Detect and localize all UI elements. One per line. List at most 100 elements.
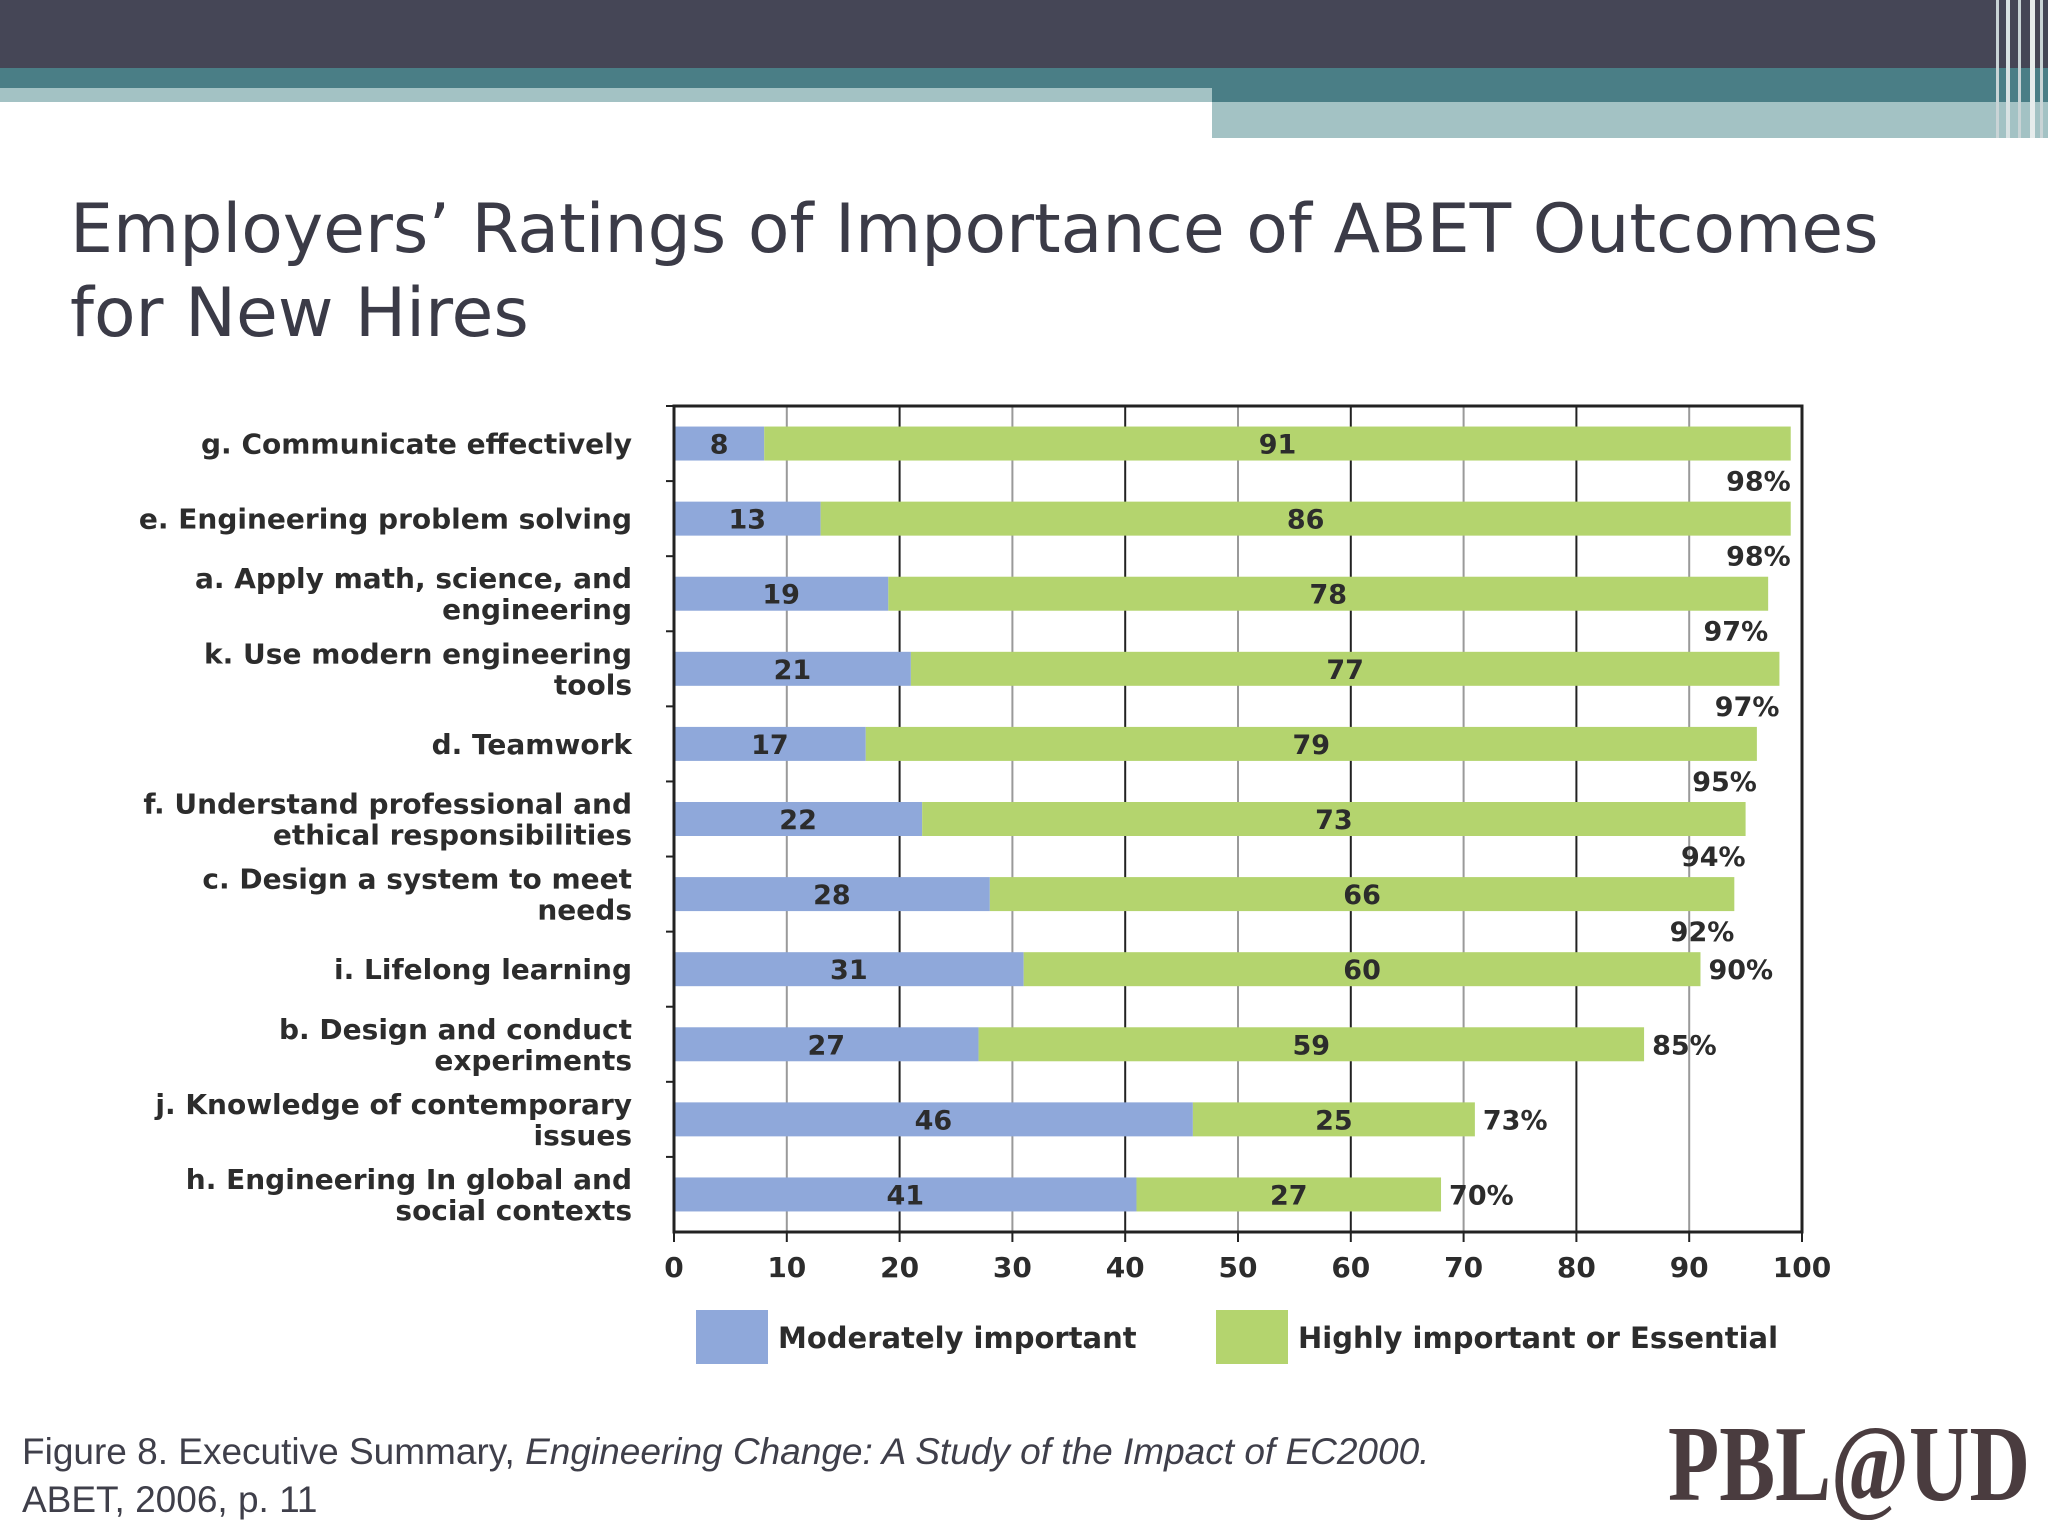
category-label: social contexts [395, 1194, 632, 1227]
bar-value-label: 59 [1293, 1030, 1331, 1061]
bar-value-label: 78 [1309, 580, 1347, 611]
caption-italic-title: Engineering Change: A Study of the Impac… [525, 1431, 1430, 1472]
category-label: engineering [442, 593, 632, 626]
x-tick-label: 80 [1557, 1251, 1596, 1284]
total-percent-label: 85% [1652, 1030, 1717, 1061]
pbl-ud-logo: PBL@UD [1668, 1405, 2030, 1520]
bar-highly [1023, 952, 1701, 987]
bar-highly [865, 726, 1757, 761]
total-percent-label: 90% [1708, 955, 1773, 986]
x-tick-label: 90 [1670, 1251, 1709, 1284]
bar-value-label: 66 [1343, 880, 1381, 911]
bar-highly [1192, 1102, 1475, 1137]
bar-value-label: 19 [762, 580, 800, 611]
total-percent-label: 98% [1726, 542, 1791, 573]
bar-highly [989, 877, 1735, 912]
bar-value-label: 91 [1259, 430, 1297, 461]
caption-prefix: Figure 8. Executive Summary, [22, 1431, 526, 1472]
bar-value-label: 21 [774, 655, 812, 686]
total-percent-label: 73% [1483, 1105, 1548, 1136]
bar-value-label: 79 [1293, 730, 1331, 761]
bar-moderately [674, 952, 1024, 987]
total-percent-label: 97% [1704, 617, 1769, 648]
bar-moderately [674, 426, 765, 461]
stacked-bar-chart: 8 91 98% g. Communicate effectively 13 86 98% e… [139, 404, 1831, 1364]
bar-highly [910, 651, 1780, 686]
bar-moderately [674, 1102, 1193, 1137]
category-label: k. Use modern engineering [204, 637, 632, 670]
x-tick-label: 40 [1106, 1251, 1145, 1284]
category-label: h. Engineering In global and [186, 1163, 632, 1196]
header-edge-lines [1996, 0, 2043, 138]
header-band-light-left [0, 88, 1212, 102]
category-label: a. Apply math, science, and [195, 562, 632, 595]
bar-value-label: 27 [1270, 1180, 1308, 1211]
category-label: i. Lifelong learning [334, 953, 632, 986]
category-label: d. Teamwork [432, 728, 634, 761]
category-label: g. Communicate effectively [201, 428, 632, 461]
bar-highly [922, 802, 1746, 836]
bar-value-label: 77 [1326, 655, 1364, 686]
bar-value-label: 8 [710, 430, 729, 461]
bar-value-label: 31 [830, 955, 868, 986]
total-percent-label: 70% [1449, 1180, 1514, 1211]
legend-label-highly: Highly important or Essential [1298, 1321, 1778, 1355]
category-label: j. Knowledge of contemporary [154, 1088, 632, 1121]
x-tick-label: 50 [1219, 1251, 1258, 1284]
legend-label-moderately: Moderately important [778, 1321, 1137, 1355]
bar-moderately [674, 726, 866, 761]
bar-value-label: 73 [1315, 805, 1353, 836]
bar-value-label: 60 [1343, 955, 1381, 986]
total-percent-label: 97% [1715, 692, 1780, 723]
bar-value-label: 27 [807, 1030, 845, 1061]
bar-highly [888, 576, 1769, 611]
header-band-dark [0, 0, 2048, 68]
header-band-light-right [1212, 102, 2048, 138]
bar-moderately [674, 1177, 1137, 1212]
x-tick-label: 70 [1444, 1251, 1483, 1284]
category-label: e. Engineering problem solving [139, 503, 632, 536]
x-tick-label: 100 [1773, 1251, 1831, 1284]
total-percent-label: 95% [1692, 767, 1757, 798]
bar-value-label: 46 [915, 1105, 953, 1136]
bar-moderately [674, 1027, 979, 1062]
figure-caption: Figure 8. Executive Summary, Engineering… [22, 1428, 1522, 1524]
total-percent-label: 92% [1670, 917, 1735, 948]
category-label: experiments [434, 1044, 632, 1077]
x-tick-label: 0 [664, 1251, 683, 1284]
category-label: issues [533, 1119, 632, 1152]
logo-text: PBL@UD [1668, 1405, 2030, 1520]
category-label: needs [537, 894, 632, 927]
bar-value-label: 25 [1315, 1105, 1353, 1136]
x-tick-label: 60 [1331, 1251, 1370, 1284]
bar-moderately [674, 877, 990, 912]
x-tick-label: 20 [880, 1251, 919, 1284]
bar-highly [1136, 1177, 1442, 1212]
bar-highly [820, 501, 1791, 536]
bar-value-label: 41 [886, 1180, 924, 1211]
category-label: c. Design a system to meet [202, 863, 632, 896]
bar-value-label: 86 [1287, 505, 1325, 536]
bar-moderately [674, 651, 911, 686]
x-tick-label: 30 [993, 1251, 1032, 1284]
bar-value-label: 28 [813, 880, 851, 911]
bar-value-label: 22 [779, 805, 817, 836]
total-percent-label: 98% [1726, 467, 1791, 498]
caption-suffix: ABET, 2006, p. 11 [22, 1479, 318, 1520]
bar-moderately [674, 501, 821, 536]
category-label: tools [554, 668, 632, 701]
legend-swatch-moderately [696, 1310, 768, 1364]
bar-value-label: 13 [729, 505, 767, 536]
x-tick-label: 10 [767, 1251, 806, 1284]
category-label: f. Understand professional and [143, 788, 632, 821]
bar-moderately [674, 576, 889, 611]
bar-highly [764, 426, 1791, 461]
category-label: b. Design and conduct [279, 1013, 632, 1046]
slide-title: Employers’ Ratings of Importance of ABET… [70, 190, 1879, 353]
bar-value-label: 17 [751, 730, 789, 761]
bar-highly [978, 1027, 1645, 1062]
legend-swatch-highly [1216, 1310, 1288, 1364]
category-label: ethical responsibilities [273, 819, 632, 852]
bar-moderately [674, 802, 923, 836]
total-percent-label: 94% [1681, 842, 1746, 873]
